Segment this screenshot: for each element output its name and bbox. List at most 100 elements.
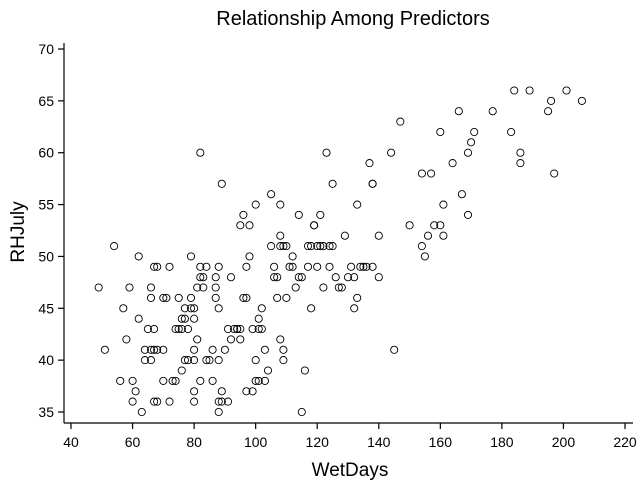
data-point [368, 179, 377, 188]
data-point [214, 356, 223, 365]
data-point [267, 242, 276, 251]
data-point [180, 356, 189, 365]
data-point [208, 376, 217, 385]
x-tick-label: 160 [429, 434, 453, 450]
data-point [190, 304, 199, 313]
data-point [562, 86, 571, 95]
data-point [328, 242, 337, 251]
data-point [199, 273, 208, 282]
chart-title: Relationship Among Predictors [216, 8, 489, 30]
data-point [279, 242, 288, 251]
data-point [239, 210, 248, 219]
data-point [313, 262, 322, 271]
data-point [297, 407, 306, 417]
data-point [214, 304, 223, 313]
data-point [463, 210, 473, 219]
data-point [153, 397, 162, 406]
data-point [251, 200, 260, 209]
data-point [236, 335, 245, 344]
data-point [316, 242, 325, 251]
data-point [143, 324, 152, 334]
y-tick-label: 60 [38, 145, 54, 161]
data-point [125, 283, 134, 292]
data-points [94, 86, 586, 417]
x-tick-label: 200 [552, 434, 576, 450]
data-point [544, 107, 553, 116]
data-point [214, 407, 223, 417]
data-point [291, 283, 300, 292]
data-point [507, 127, 516, 137]
data-point [254, 314, 263, 323]
data-point [186, 304, 196, 313]
data-point [220, 345, 229, 354]
y-tick-label: 45 [38, 300, 54, 316]
data-point [436, 221, 445, 230]
data-point [390, 345, 399, 354]
data-point [171, 324, 180, 334]
data-point [279, 356, 288, 365]
data-point [242, 293, 251, 302]
data-point [516, 148, 525, 157]
data-point [276, 200, 285, 209]
data-point [171, 376, 180, 385]
data-point [186, 252, 196, 261]
data-point [303, 262, 313, 271]
data-point [223, 397, 233, 406]
data-point [577, 96, 586, 105]
data-point [196, 273, 205, 282]
data-point [174, 324, 183, 334]
data-point [257, 304, 266, 313]
data-point [217, 179, 226, 188]
data-point [353, 200, 362, 209]
y-tick-label: 50 [38, 248, 54, 264]
data-point [128, 376, 137, 385]
data-point [319, 283, 328, 292]
data-point [516, 159, 525, 168]
data-point [417, 169, 426, 178]
data-point [134, 252, 143, 261]
data-point [150, 397, 159, 406]
data-point [454, 107, 463, 116]
data-point [116, 376, 125, 385]
data-point [236, 221, 245, 230]
data-point [226, 273, 236, 282]
data-point [134, 314, 143, 323]
data-point [488, 107, 497, 116]
data-point [420, 252, 429, 261]
data-point [307, 304, 316, 313]
data-point [282, 242, 291, 251]
data-point [94, 283, 103, 292]
data-point [325, 262, 334, 271]
data-point [300, 366, 309, 375]
data-point [150, 262, 159, 271]
data-point [162, 293, 171, 302]
data-point [316, 210, 325, 219]
data-point [297, 273, 306, 282]
data-point [245, 252, 254, 261]
data-point [153, 345, 162, 354]
data-point [242, 262, 251, 271]
data-point [350, 304, 359, 313]
data-point [310, 221, 319, 230]
y-tick-label: 40 [38, 352, 54, 368]
data-point [325, 242, 334, 251]
y-tick-label: 35 [38, 404, 54, 420]
data-point [273, 273, 282, 282]
data-point [248, 324, 257, 334]
y-tick-label: 70 [38, 41, 54, 57]
data-point [334, 283, 343, 292]
data-point [374, 231, 383, 240]
y-tick-label: 55 [38, 197, 54, 213]
data-point [340, 231, 349, 240]
data-point [119, 304, 128, 313]
data-point [146, 283, 156, 292]
data-point [288, 262, 297, 271]
data-point [140, 345, 149, 354]
data-point [146, 293, 156, 302]
data-point [285, 262, 294, 271]
data-point [396, 117, 405, 126]
data-point [193, 283, 202, 292]
data-point [270, 273, 279, 282]
data-point [251, 356, 260, 365]
y-axis-title: RHJuly [8, 201, 29, 263]
